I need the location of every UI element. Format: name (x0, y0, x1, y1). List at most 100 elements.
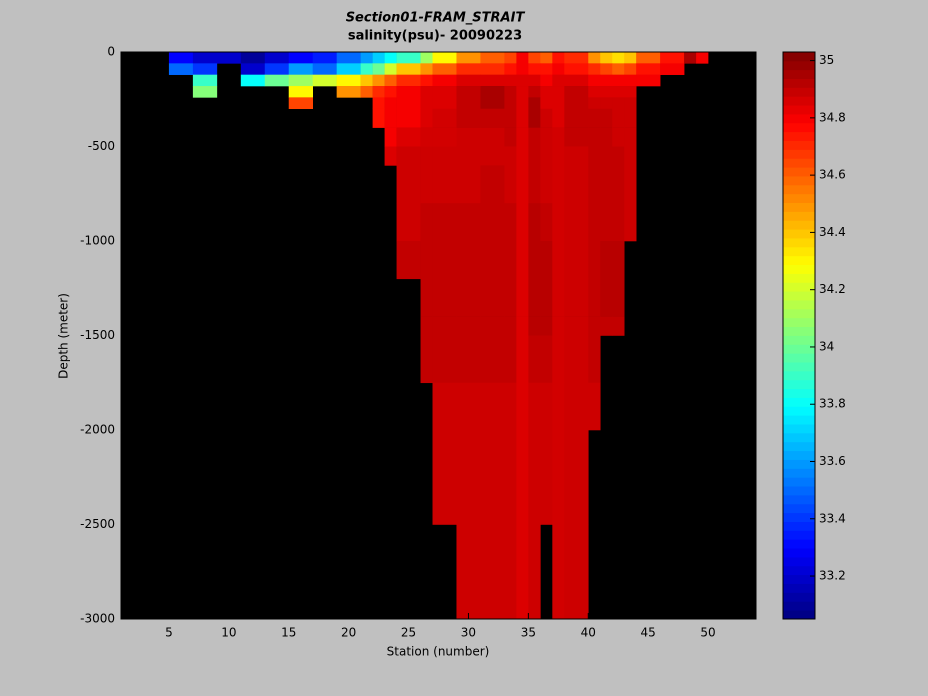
cell (396, 52, 421, 64)
cell (528, 430, 541, 525)
cell (564, 86, 589, 98)
cell (456, 74, 481, 87)
cell (384, 146, 397, 166)
cell (564, 278, 589, 317)
colorbar-swatch (783, 494, 815, 505)
x-axis-label: Station (number) (387, 645, 490, 659)
cell (516, 316, 529, 336)
cell (264, 63, 290, 75)
cell (432, 146, 457, 166)
colorbar-swatch (783, 574, 815, 584)
y-tick-label: -500 (88, 139, 115, 153)
colorbar-tick-label: 33.6 (819, 454, 846, 468)
cell (540, 203, 553, 242)
colorbar-swatch (783, 503, 815, 514)
cell (540, 241, 553, 280)
colorbar-swatch (783, 326, 815, 336)
chart-subtitle: salinity(psu)- 20090223 (348, 29, 522, 44)
colorbar-swatch (783, 52, 815, 62)
cell (504, 108, 517, 128)
cell (480, 146, 505, 166)
cell (456, 524, 481, 620)
cell (660, 63, 685, 75)
cell (456, 97, 481, 109)
cell (420, 146, 433, 166)
cell (552, 63, 565, 75)
colorbar-swatch (783, 105, 815, 115)
cell (528, 108, 541, 128)
cell (480, 382, 505, 431)
cell (480, 127, 505, 147)
colorbar-swatch (783, 530, 815, 540)
plot-area: 5 10 15 20 25 30 35 40 45 50 -3000 -2500 -2000 -1500 -… (80, 45, 757, 640)
cell (396, 108, 421, 128)
cell (504, 165, 517, 204)
cell (336, 63, 361, 75)
colorbar-swatch (783, 176, 815, 186)
cell (240, 63, 266, 75)
cell (564, 241, 589, 280)
cell (372, 63, 385, 75)
cell (516, 127, 529, 147)
cell (528, 74, 541, 87)
colorbar-swatch (783, 486, 815, 496)
cell (420, 203, 433, 242)
cell (516, 524, 529, 620)
colorbar-swatch (783, 397, 815, 407)
cell (612, 165, 625, 204)
cell (480, 430, 505, 525)
cell (528, 316, 541, 336)
cell (540, 127, 553, 147)
cell (564, 146, 589, 166)
cell (480, 524, 505, 620)
cell (192, 74, 218, 87)
cell (456, 278, 481, 317)
cell (540, 108, 553, 128)
cell (696, 52, 709, 64)
cell (624, 203, 637, 242)
cell (600, 86, 613, 98)
x-tick-label: 35 (521, 626, 536, 640)
cell (192, 86, 218, 98)
cell (612, 63, 625, 75)
colorbar-swatch (783, 353, 815, 363)
colorbar-swatch (783, 441, 815, 452)
cell (420, 241, 433, 280)
colorbar-tick-label: 35 (819, 53, 834, 67)
cell (588, 97, 601, 109)
cell (384, 63, 397, 75)
cell (588, 146, 601, 166)
cell (528, 165, 541, 204)
cell (396, 63, 421, 75)
colorbar-swatch (783, 424, 815, 434)
cell (600, 316, 613, 336)
cell (564, 430, 589, 525)
cell (552, 382, 565, 431)
cell (432, 97, 457, 109)
cell (564, 524, 589, 620)
cell (372, 74, 385, 87)
cell (456, 203, 481, 242)
cell (240, 74, 266, 87)
colorbar-swatch (783, 114, 815, 124)
cell (396, 165, 421, 204)
y-axis-label: Depth (meter) (57, 293, 71, 379)
cell (420, 316, 433, 336)
cell (516, 86, 529, 98)
cell (168, 63, 194, 75)
cell (588, 335, 601, 384)
colorbar: 33.2 33.4 33.6 33.8 34 34.2 34.4 34.6 34.8 35 (782, 51, 846, 620)
cell (528, 127, 541, 147)
cell (456, 108, 481, 128)
cell (432, 52, 457, 64)
cell (552, 108, 565, 128)
cell (528, 524, 541, 620)
cell (612, 203, 625, 242)
cell (312, 74, 337, 87)
cell (504, 127, 517, 147)
cell (384, 127, 397, 147)
cell (504, 97, 517, 109)
cell (372, 52, 385, 64)
cell (516, 335, 529, 384)
